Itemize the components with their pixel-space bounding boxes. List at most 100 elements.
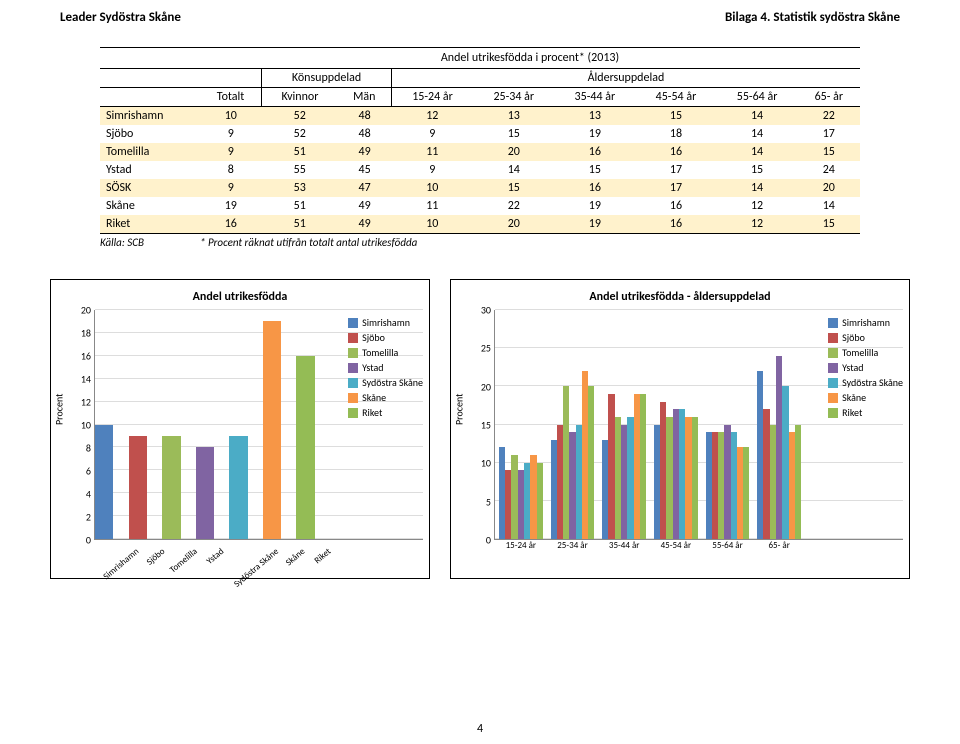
table-title: Andel utrikesfödda i procent* (2013)	[200, 48, 860, 69]
xlabel: 15-24 år	[495, 540, 547, 551]
cell: 20	[798, 179, 860, 197]
cell: 48	[338, 125, 392, 143]
table-source: Källa: SCB * Procent räknat utifrån tota…	[100, 234, 860, 249]
legend-item: Skåne	[828, 391, 903, 404]
col-header: 55-64 år	[717, 88, 798, 107]
col-header: Kvinnor	[262, 88, 338, 107]
legend-swatch	[348, 408, 358, 418]
legend-item: Simrishamn	[348, 316, 423, 329]
ytick: 12	[81, 396, 91, 409]
table-row: Tomelilla95149112016161415	[100, 143, 860, 161]
cell: 16	[554, 143, 635, 161]
cell: 16	[200, 215, 262, 234]
charts-row: Andel utrikesfödda Procent 0246810121416…	[0, 279, 960, 579]
cell: 16	[635, 215, 716, 234]
cell: 8	[200, 161, 262, 179]
cell: 9	[200, 125, 262, 143]
cell: 14	[717, 143, 798, 161]
cell: 51	[262, 143, 338, 161]
cell: 11	[391, 197, 473, 215]
cell: 17	[635, 161, 716, 179]
cell: 13	[554, 107, 635, 126]
legend-label: Ystad	[362, 361, 383, 374]
cell: 15	[554, 161, 635, 179]
cell: 10	[391, 215, 473, 234]
xlabel: Sydöstra Skåne	[232, 546, 281, 590]
legend-label: Skåne	[362, 391, 386, 404]
legend-swatch	[348, 348, 358, 358]
ytick: 18	[81, 327, 91, 340]
cell: 12	[717, 215, 798, 234]
row-label: Skåne	[100, 197, 200, 215]
cell: 9	[200, 143, 262, 161]
bar	[196, 310, 214, 539]
table-group-gender: Könsuppdelad	[262, 69, 392, 88]
legend-label: Sjöbo	[842, 331, 865, 344]
legend-label: Skåne	[842, 391, 866, 404]
cell: 9	[200, 179, 262, 197]
cell: 19	[554, 125, 635, 143]
legend-swatch	[828, 378, 838, 388]
legend-swatch	[828, 408, 838, 418]
table-group-age: Åldersuppdelad	[391, 69, 860, 88]
xlabel: Simrishamn	[101, 546, 141, 582]
bar	[537, 463, 543, 539]
cell: 15	[635, 107, 716, 126]
ytick: 16	[81, 350, 91, 363]
row-label: SÖSK	[100, 179, 200, 197]
cell: 18	[635, 125, 716, 143]
ytick: 10	[81, 419, 91, 432]
cell: 51	[262, 197, 338, 215]
legend-label: Ystad	[842, 361, 863, 374]
cell: 20	[473, 143, 554, 161]
bar	[296, 310, 314, 539]
col-header: 25-34 år	[473, 88, 554, 107]
cell: 12	[717, 197, 798, 215]
ytick: 25	[481, 342, 491, 355]
cell: 47	[338, 179, 392, 197]
table-row: Riket165149102019161215	[100, 215, 860, 234]
cell: 20	[473, 215, 554, 234]
bar	[95, 310, 113, 539]
chart-age: Andel utrikesfödda - åldersuppdelad Proc…	[450, 279, 910, 579]
ytick: 6	[86, 465, 91, 478]
bar	[692, 417, 698, 539]
cell: 53	[262, 179, 338, 197]
col-header: 35-44 år	[554, 88, 635, 107]
cell: 9	[391, 125, 473, 143]
legend-swatch	[828, 318, 838, 328]
cell: 15	[473, 179, 554, 197]
ytick: 0	[86, 534, 91, 547]
xlabel: Skåne	[280, 546, 307, 571]
xlabel: Tomelilla	[168, 546, 200, 575]
data-table: Andel utrikesfödda i procent* (2013) Kön…	[100, 47, 860, 234]
chart2-ylabel: Procent	[453, 394, 466, 425]
cell: 15	[717, 161, 798, 179]
ytick: 20	[81, 304, 91, 317]
chart1-title: Andel utrikesfödda	[57, 290, 423, 304]
cell: 49	[338, 143, 392, 161]
cell: 14	[717, 107, 798, 126]
cell: 10	[391, 179, 473, 197]
bar	[162, 310, 180, 539]
cell: 16	[554, 179, 635, 197]
ytick: 30	[481, 304, 491, 317]
chart2-yaxis: Procent 051015202530	[457, 310, 495, 540]
legend-item: Simrishamn	[828, 316, 903, 329]
row-label: Sjöbo	[100, 125, 200, 143]
table-row: Ystad8554591415171524	[100, 161, 860, 179]
cell: 14	[473, 161, 554, 179]
legend-swatch	[828, 333, 838, 343]
ytick: 2	[86, 511, 91, 524]
row-label: Simrishamn	[100, 107, 200, 126]
legend-item: Sjöbo	[348, 331, 423, 344]
page-number: 4	[0, 722, 960, 736]
ytick: 5	[486, 495, 491, 508]
chart1-xlabels: SimrishamnSjöboTomelillaYstadSydöstra Sk…	[95, 540, 330, 551]
legend-swatch	[828, 348, 838, 358]
col-header: 45-54 år	[635, 88, 716, 107]
legend-label: Sydöstra Skåne	[362, 376, 423, 389]
ytick: 4	[86, 488, 91, 501]
legend-label: Riket	[842, 406, 862, 419]
col-header: Totalt	[200, 88, 262, 107]
